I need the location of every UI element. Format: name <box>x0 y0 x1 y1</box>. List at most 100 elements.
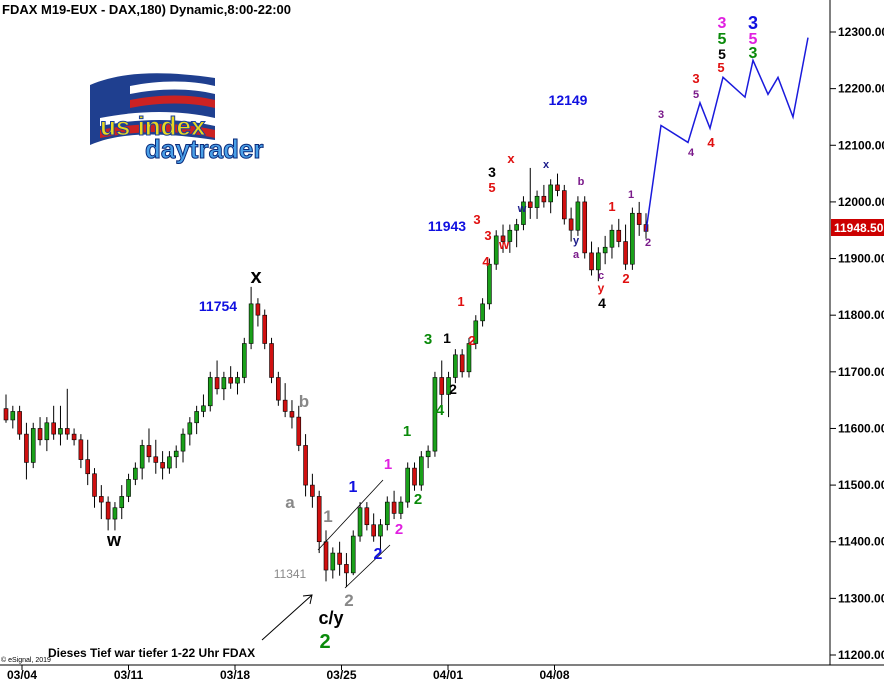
candle <box>616 218 622 248</box>
candle <box>534 190 540 219</box>
label-blue-1: 1 <box>349 479 358 496</box>
label-black-2: 2 <box>449 381 457 397</box>
candle <box>282 383 288 418</box>
label-green-5b: 3 <box>749 45 758 62</box>
candle <box>85 439 91 486</box>
candle <box>37 417 43 446</box>
time-tick-label: 03/04 <box>7 668 37 681</box>
candle <box>514 218 519 248</box>
time-tick-label: 04/08 <box>539 668 569 681</box>
label-red-2: 2 <box>468 333 475 348</box>
svg-text:daytrader: daytrader <box>145 134 264 164</box>
candle <box>548 179 553 214</box>
label-purple-c: c <box>598 270 604 282</box>
label-purple-5: 5 <box>693 89 699 101</box>
candle <box>241 337 247 384</box>
candle <box>248 286 254 350</box>
candle <box>378 519 383 554</box>
label-green-5: 5 <box>718 31 727 48</box>
candle <box>602 235 608 265</box>
candle <box>153 439 159 474</box>
candle <box>17 405 22 440</box>
candle <box>44 417 50 452</box>
time-axis-ticks: 03/04 03/11 03/18 03/25 04/01 04/08 <box>7 665 570 681</box>
candle <box>228 366 233 389</box>
copyright-text: © eSignal, 2019 <box>1 656 51 664</box>
price-tick-label: 11200.00 <box>838 648 884 662</box>
candle <box>30 422 36 469</box>
candle <box>235 371 240 395</box>
candle <box>64 388 70 440</box>
candle <box>500 224 506 253</box>
label-red-4: 4 <box>482 254 490 269</box>
label-black-4: 4 <box>598 295 606 311</box>
candle <box>453 349 458 384</box>
label-blue-3: 3 <box>748 13 758 33</box>
candle <box>446 371 451 418</box>
candle <box>276 371 281 406</box>
candle <box>316 490 322 554</box>
candle <box>541 184 547 208</box>
label-x: x <box>250 266 261 288</box>
wave-labels: w x b a 1 1 2 1 2 2 c/y 2 11341 11754 3 … <box>106 13 758 653</box>
label-purple-1: 1 <box>628 189 634 201</box>
label-purple-3: 3 <box>658 109 664 121</box>
label-red-x: x <box>507 151 515 166</box>
candle <box>71 428 77 446</box>
candle <box>507 224 513 253</box>
label-grey-2: 2 <box>344 591 353 610</box>
candle <box>439 360 445 406</box>
label-magenta-5: 5 <box>749 31 758 48</box>
label-purple-2: 2 <box>645 237 651 249</box>
price-tick-label: 12100.00 <box>838 138 884 152</box>
candle <box>303 434 308 497</box>
candle <box>214 360 220 395</box>
label-12149: 12149 <box>549 92 588 108</box>
chart-title: FDAX M19-EUX - DAX,180) Dynamic,8:00-22:… <box>2 2 291 17</box>
label-purple-a: a <box>573 249 580 261</box>
candle <box>323 530 329 582</box>
candle <box>330 547 336 579</box>
candle <box>92 468 97 508</box>
candle <box>146 428 152 463</box>
projection-line <box>645 37 809 232</box>
label-red-5: 5 <box>488 180 495 195</box>
price-tick-label: 12000.00 <box>838 195 884 209</box>
candle <box>51 405 56 440</box>
candle <box>419 451 424 491</box>
label-blue-2: 2 <box>374 546 383 563</box>
candle <box>364 502 370 531</box>
price-tick-label: 12300.00 <box>838 25 884 39</box>
label-grey-1: 1 <box>323 507 332 526</box>
label-red-1b: 1 <box>608 199 615 214</box>
price-tick-label: 11900.00 <box>838 252 884 266</box>
candle <box>10 405 16 429</box>
candle <box>337 541 342 576</box>
candle <box>112 502 118 531</box>
candle <box>568 207 574 242</box>
candle <box>126 473 131 503</box>
candle <box>432 371 438 457</box>
price-tick-label: 11800.00 <box>838 308 884 322</box>
label-green-2b: 2 <box>414 491 422 508</box>
candle <box>99 485 104 520</box>
candle <box>473 315 479 350</box>
price-tick-label: 11600.00 <box>838 421 884 435</box>
candle <box>160 451 165 480</box>
candle <box>466 337 472 378</box>
label-low-11341: 11341 <box>274 567 307 581</box>
note-arrow <box>261 594 313 641</box>
candle <box>405 462 411 508</box>
candle <box>609 224 615 259</box>
time-tick-label: 03/18 <box>220 668 250 681</box>
label-black-5: 5 <box>718 46 726 62</box>
time-tick-label: 04/01 <box>433 668 463 681</box>
label-navy-x: x <box>543 159 550 171</box>
label-a: a <box>285 493 295 512</box>
label-b: b <box>299 392 309 411</box>
candle <box>167 451 172 474</box>
price-tick-label: 11500.00 <box>838 478 884 492</box>
candle <box>207 371 213 412</box>
candle <box>630 207 635 270</box>
candle <box>357 502 363 542</box>
